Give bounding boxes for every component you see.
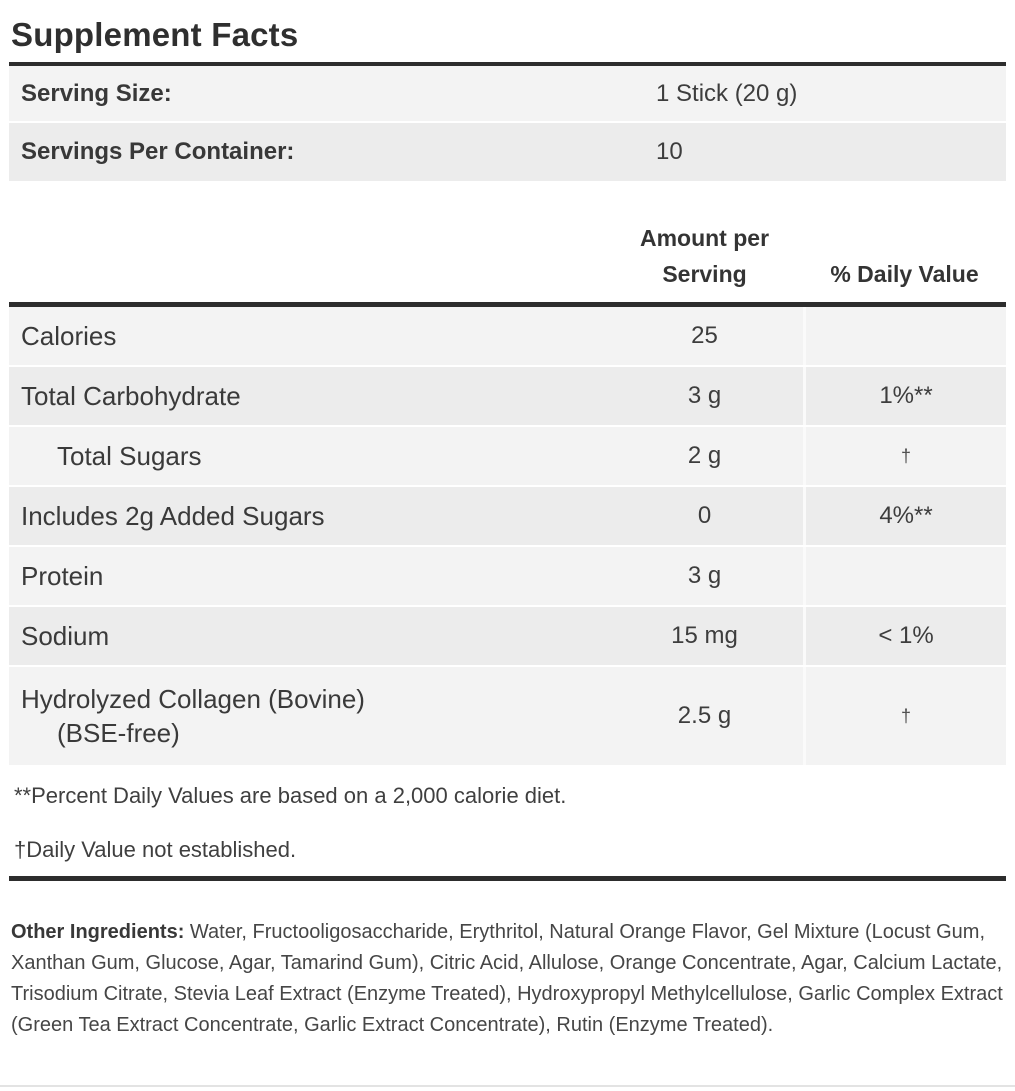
nutrient-label: Calories	[21, 321, 117, 351]
servings-per-container-row: Servings Per Container: 10	[9, 123, 1006, 181]
nutrient-label-line2: (BSE-free)	[57, 718, 180, 748]
nutrient-table: Calories 25 Total Carbohydrate 3 g 1%** …	[9, 307, 1006, 767]
page-title: Supplement Facts	[11, 16, 299, 53]
header-heavy-rule	[9, 302, 1006, 307]
percent-daily-value-footnote: **Percent Daily Values are based on a 2,…	[14, 783, 567, 808]
serving-size-row: Serving Size: 1 Stick (20 g)	[9, 66, 1006, 123]
other-ingredients-paragraph: Other Ingredients: Water, Fructooligosac…	[9, 917, 1006, 1041]
serving-info-table: Serving Size: 1 Stick (20 g) Servings Pe…	[9, 66, 1006, 181]
amount-per-serving-header: Amount per Serving	[639, 225, 770, 287]
table-row-protein: Protein 3 g	[9, 547, 1006, 607]
nutrient-amount: 2 g	[687, 442, 722, 469]
nutrient-daily-value: 1%**	[803, 367, 1006, 425]
nutrient-amount: 0	[697, 502, 712, 529]
bottom-heavy-rule	[9, 876, 1006, 881]
table-row-hydrolyzed-collagen: Hydrolyzed Collagen (Bovine) (BSE-free) 2…	[9, 667, 1006, 767]
servings-per-container-label: Servings Per Container:	[21, 138, 295, 165]
other-ingredients-text: Water, Fructooligosaccharide, Erythritol…	[11, 921, 1003, 1036]
nutrient-label: Total Sugars	[57, 441, 202, 471]
nutrient-amount: 2.5 g	[677, 702, 732, 729]
servings-per-container-value: 10	[656, 138, 683, 165]
nutrient-daily-value	[803, 547, 1006, 605]
nutrient-daily-value: 4%**	[803, 487, 1006, 545]
serving-size-label: Serving Size:	[21, 79, 172, 107]
nutrient-amount: 15 mg	[671, 622, 738, 649]
nutrient-label: Total Carbohydrate	[21, 381, 241, 411]
nutrient-label-line1: Hydrolyzed Collagen (Bovine)	[21, 684, 365, 714]
bottom-thin-divider	[0, 1085, 1015, 1087]
top-heavy-rule	[9, 62, 1006, 66]
nutrient-daily-value: †	[803, 427, 1006, 485]
table-row-sodium: Sodium 15 mg < 1%	[9, 607, 1006, 667]
table-row-total-sugars: Total Sugars 2 g †	[9, 427, 1006, 487]
nutrient-amount: 3 g	[687, 382, 722, 409]
nutrient-label: Protein	[21, 561, 104, 591]
table-row-calories: Calories 25	[9, 307, 1006, 367]
column-header-row: Amount per Serving % Daily Value	[9, 181, 1006, 302]
serving-size-value: 1 Stick (20 g)	[656, 79, 798, 107]
nutrient-daily-value	[803, 307, 1006, 365]
nutrient-daily-value: < 1%	[803, 607, 1006, 665]
nutrient-daily-value: †	[803, 667, 1006, 765]
nutrient-amount: 3 g	[687, 562, 722, 589]
supplement-facts-panel: Supplement Facts Serving Size: 1 Stick (…	[0, 14, 1015, 1041]
nutrient-label: Hydrolyzed Collagen (Bovine) (BSE-free)	[9, 682, 606, 750]
table-row-added-sugars: Includes 2g Added Sugars 0 4%**	[9, 487, 1006, 547]
nutrient-amount: 25	[691, 322, 718, 349]
other-ingredients-label: Other Ingredients:	[11, 921, 185, 943]
table-row-total-carbohydrate: Total Carbohydrate 3 g 1%**	[9, 367, 1006, 427]
nutrient-label: Sodium	[21, 621, 110, 651]
daily-value-not-established-footnote: †Daily Value not established.	[14, 837, 297, 862]
daily-value-header: % Daily Value	[830, 261, 979, 287]
nutrient-label: Includes 2g Added Sugars	[21, 501, 325, 531]
